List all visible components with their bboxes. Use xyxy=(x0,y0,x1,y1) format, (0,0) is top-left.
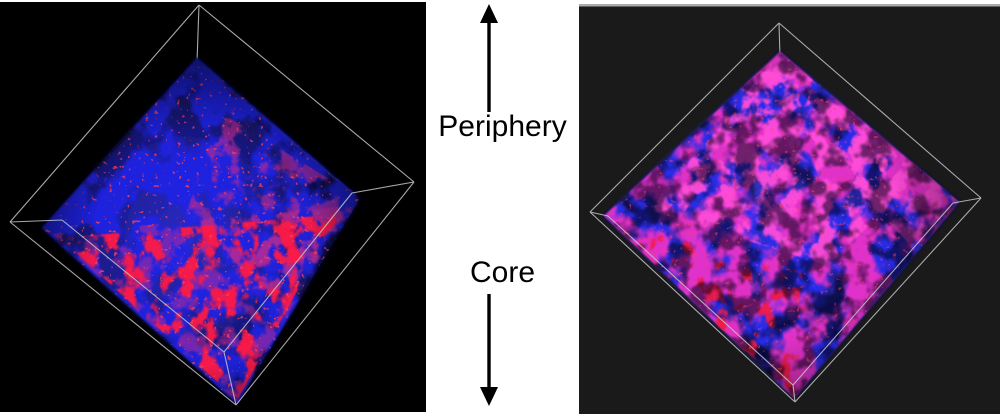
left-bounding-box-back-edges xyxy=(9,4,415,223)
periphery-label: Periphery xyxy=(438,110,567,143)
down-arrow-icon xyxy=(480,294,498,406)
left-volume-render-image xyxy=(0,2,426,412)
left-bounding-box-front-edges xyxy=(9,181,415,406)
left-tissue-volume xyxy=(42,58,360,404)
right-tissue-volume xyxy=(604,52,959,398)
core-label: Core xyxy=(469,256,536,289)
right-bounding-box-back-edges xyxy=(589,22,982,217)
right-volume-render-image xyxy=(579,4,1000,414)
up-arrow-icon xyxy=(480,4,498,112)
right-bounding-box-front-edges xyxy=(589,197,982,403)
axis-annotation-column: Periphery Core xyxy=(426,0,579,419)
right-panel-top-edge-line xyxy=(579,4,1000,7)
